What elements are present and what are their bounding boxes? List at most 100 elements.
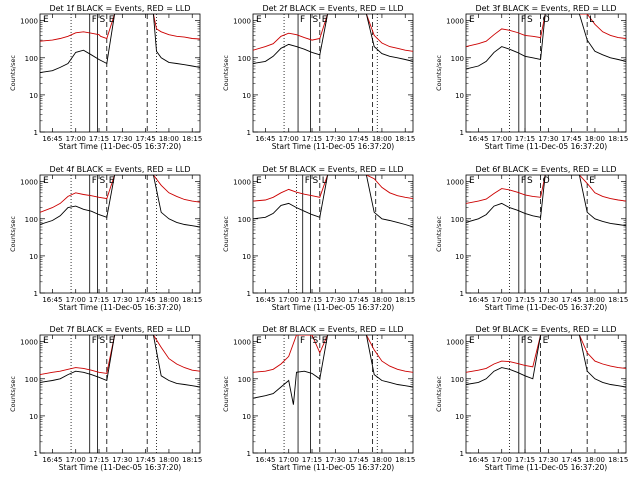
series-red-line <box>466 335 626 373</box>
y-tick-label: 100 <box>238 216 251 224</box>
plot-frame <box>252 334 414 454</box>
event-marker-label: F <box>521 176 526 186</box>
x-tick-label: 17:30 <box>538 456 558 464</box>
x-tick-label: 18:15 <box>395 135 415 143</box>
event-marker-label: L <box>322 176 327 186</box>
y-tick-label: 100 <box>238 376 251 384</box>
x-tick-label: 17:30 <box>112 296 132 304</box>
series-red-line <box>253 175 413 202</box>
event-marker-label: F <box>305 176 310 186</box>
series-black-line <box>253 14 413 64</box>
event-marker-label: O <box>543 176 550 186</box>
y-axis-label: Counts/sec <box>435 376 443 412</box>
x-tick-label: 18:00 <box>372 135 392 143</box>
panel-title: Det 7f BLACK = Events, RED = LLD <box>49 325 190 334</box>
x-tick-label: 17:30 <box>538 296 558 304</box>
x-tick-label: 18:00 <box>585 456 605 464</box>
x-tick-label: 17:00 <box>492 296 512 304</box>
event-marker-label: S <box>99 176 105 186</box>
panel-title: Det 1f BLACK = Events, RED = LLD <box>49 4 190 13</box>
series-red-line <box>40 175 200 213</box>
x-tick-label: 16:45 <box>42 135 62 143</box>
x-tick-label: 16:45 <box>255 135 275 143</box>
x-tick-label: 17:30 <box>538 135 558 143</box>
x-tick-label: 17:45 <box>136 135 156 143</box>
x-axis-label: Start Time (11-Dec-05 16:37:20) <box>272 463 394 472</box>
y-axis-label: Counts/sec <box>9 55 17 91</box>
event-marker-label: E <box>469 176 475 186</box>
y-axis-label: Counts/sec <box>222 216 230 252</box>
series-black-line <box>40 14 200 74</box>
x-axis-label: Start Time (11-Dec-05 16:37:20) <box>485 463 607 472</box>
y-tick-label: 10 <box>242 92 251 100</box>
y-tick-label: 1000 <box>20 18 38 26</box>
event-marker-label: E <box>43 176 49 186</box>
x-tick-label: 17:15 <box>89 296 109 304</box>
y-tick-label: 1 <box>460 129 464 137</box>
x-axis-label: Start Time (11-Dec-05 16:37:20) <box>485 142 607 151</box>
x-tick-label: 17:30 <box>325 456 345 464</box>
x-tick-label: 16:45 <box>42 296 62 304</box>
x-tick-label: 17:45 <box>349 135 369 143</box>
x-tick-label: 17:45 <box>562 135 582 143</box>
y-tick-label: 1000 <box>233 18 251 26</box>
x-tick-label: 16:45 <box>255 296 275 304</box>
x-axis-label: Start Time (11-Dec-05 16:37:20) <box>59 463 181 472</box>
series-black-line <box>40 175 200 228</box>
x-tick-label: 18:15 <box>395 296 415 304</box>
event-marker-label: E <box>469 336 475 346</box>
event-marker-label: E <box>256 15 262 25</box>
x-tick-label: 17:00 <box>492 456 512 464</box>
panel-4: Det 4f BLACK = Events, RED = LLD 1 10 100 10… <box>9 165 202 312</box>
x-tick-label: 18:00 <box>585 135 605 143</box>
event-marker-label: E <box>109 176 115 186</box>
series-red-line <box>253 14 413 52</box>
plot-frame <box>252 13 414 133</box>
x-tick-label: 17:00 <box>279 456 299 464</box>
x-tick-label: 17:15 <box>89 456 109 464</box>
x-tick-label: 17:15 <box>515 456 535 464</box>
x-tick-label: 17:30 <box>112 135 132 143</box>
series-red-line <box>40 335 200 376</box>
y-axis-label: Counts/sec <box>222 55 230 91</box>
y-tick-label: 10 <box>455 253 464 261</box>
y-tick-label: 1000 <box>446 179 464 187</box>
y-tick-label: 1 <box>460 450 464 458</box>
y-tick-label: 1000 <box>20 179 38 187</box>
x-tick-label: 18:00 <box>159 456 179 464</box>
y-tick-label: 1000 <box>233 179 251 187</box>
x-tick-label: 18:00 <box>372 296 392 304</box>
x-tick-label: 16:45 <box>468 456 488 464</box>
plot-frame <box>39 334 201 454</box>
y-tick-label: 1 <box>34 450 38 458</box>
panel-6: Det 6f BLACK = Events, RED = LLD 1 10 100 10… <box>435 165 628 312</box>
y-tick-label: 10 <box>29 413 38 421</box>
x-tick-label: 18:15 <box>608 135 628 143</box>
x-tick-label: 18:15 <box>182 456 202 464</box>
panel-2: Det 2f BLACK = Events, RED = LLD 1 10 100 10… <box>222 4 415 151</box>
x-tick-label: 17:00 <box>66 135 86 143</box>
y-tick-label: 10 <box>242 413 251 421</box>
x-tick-label: 17:45 <box>136 296 156 304</box>
panel-7: Det 7f BLACK = Events, RED = LLD 1 10 100 10… <box>9 325 202 472</box>
event-marker-label: F <box>300 15 305 25</box>
event-marker-label: F <box>521 336 526 346</box>
plot-frame <box>39 174 201 294</box>
event-marker-label: F <box>92 336 97 346</box>
panel-5: Det 5f BLACK = Events, RED = LLD 1 10 100 10… <box>222 165 415 312</box>
y-tick-label: 1 <box>247 290 251 298</box>
plot-frame <box>465 334 627 454</box>
y-axis-label: Counts/sec <box>435 55 443 91</box>
series-black-line <box>253 335 413 405</box>
x-tick-label: 18:00 <box>372 456 392 464</box>
event-marker-label: E <box>109 15 115 25</box>
event-marker-label: S <box>527 336 533 346</box>
event-marker-label: S <box>527 176 533 186</box>
x-tick-label: 17:00 <box>492 135 512 143</box>
x-tick-label: 17:15 <box>302 456 322 464</box>
y-tick-label: 100 <box>238 55 251 63</box>
panel-title: Det 4f BLACK = Events, RED = LLD <box>49 165 190 174</box>
x-tick-label: 18:00 <box>585 296 605 304</box>
x-tick-label: 18:00 <box>159 296 179 304</box>
